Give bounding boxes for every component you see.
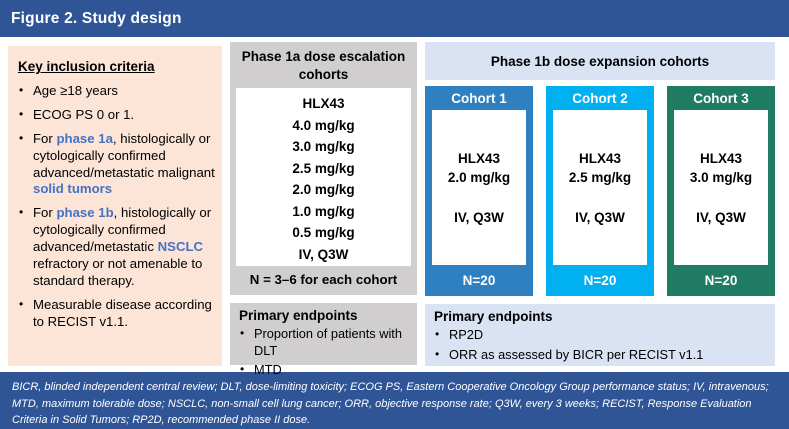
cohort-schedule: IV, Q3W bbox=[454, 209, 504, 225]
cohort-body: HLX43 3.0 mg/kg IV, Q3W bbox=[667, 110, 775, 265]
phase1b-endpoint: • ORR as assessed by BICR per RECIST v1.1 bbox=[434, 347, 766, 364]
cohorts-row: Cohort 1 HLX43 2.0 mg/kg IV, Q3W N=20 Cohort … bbox=[425, 86, 775, 296]
phase1a-endpoint-text: Proportion of patients with DLT bbox=[254, 326, 402, 358]
text-segment: , histologically or cytologically confir… bbox=[33, 130, 215, 180]
text-segment: ECOG PS 0 or 1. bbox=[33, 106, 135, 122]
phase1a-column: Phase 1a dose escalation cohorts HLX43 4… bbox=[230, 42, 417, 377]
bullet-marker: • bbox=[240, 326, 245, 340]
dose-level: 3.0 mg/kg bbox=[292, 139, 355, 155]
cohort-n-badge: N=20 bbox=[546, 265, 654, 296]
cohort-column-2: Cohort 2 HLX43 2.5 mg/kg IV, Q3W N=20 bbox=[546, 86, 654, 296]
cohort-drug-name: HLX43 bbox=[699, 151, 743, 167]
dose-level: 2.0 mg/kg bbox=[292, 182, 355, 198]
accent-text: phase 1a bbox=[56, 130, 113, 146]
cohort-size-note: N = 3–6 for each cohort bbox=[249, 272, 398, 288]
dose-schedule: IV, Q3W bbox=[298, 246, 349, 262]
inclusion-bullet: • Measurable disease according to RECIST … bbox=[18, 297, 215, 331]
inclusion-heading: Key inclusion criteria bbox=[18, 59, 155, 74]
accent-text: solid tumors bbox=[33, 181, 113, 197]
footnote-text: BICR, blinded independent central review… bbox=[12, 381, 769, 426]
inclusion-bullet-text: ECOG PS 0 or 1. bbox=[33, 107, 215, 124]
phase1b-endpoints-box: Primary endpoints • RP2D • ORR as assessed … bbox=[425, 304, 775, 366]
bullet-marker: • bbox=[435, 346, 440, 361]
phase1b-endpoints-list: • RP2D • ORR as assessed by BICR per RECIST… bbox=[434, 327, 766, 363]
cohort-dose: 3.0 mg/kg bbox=[689, 170, 753, 185]
dose-level: 0.5 mg/kg bbox=[292, 225, 355, 241]
phase1a-endpoints-list: • Proportion of patients with DLT • MTD bbox=[239, 326, 408, 379]
cohort-n-badge: N=20 bbox=[667, 265, 775, 296]
inclusion-bullet-text: Age ≥18 years bbox=[33, 83, 215, 100]
phase1b-endpoint-text: ORR as assessed by BICR per RECIST v1.1 bbox=[449, 346, 704, 362]
cohort-n-badge: N=20 bbox=[425, 265, 533, 296]
phase1a-panel: Phase 1a dose escalation cohorts HLX43 4… bbox=[230, 42, 417, 295]
cohort-header: Cohort 3 bbox=[667, 86, 775, 110]
bullet-marker: • bbox=[19, 130, 24, 145]
bullet-marker: • bbox=[19, 106, 24, 121]
phase1b-endpoints-heading: Primary endpoints bbox=[434, 309, 553, 324]
bullet-marker: • bbox=[19, 83, 24, 97]
cohort-column-1: Cohort 1 HLX43 2.0 mg/kg IV, Q3W N=20 bbox=[425, 86, 533, 296]
cohort-dose-group: HLX43 2.5 mg/kg bbox=[569, 150, 631, 188]
inclusion-bullet: • For phase 1b, histologically or cytolog… bbox=[18, 205, 215, 289]
inclusion-bullet: • For phase 1a, histologically or cytolog… bbox=[18, 131, 215, 199]
cohort-dose: 2.0 mg/kg bbox=[447, 170, 511, 185]
text-segment: refractory or not amenable to standard t… bbox=[33, 256, 203, 288]
cohort-dose-group: HLX43 3.0 mg/kg bbox=[690, 150, 752, 188]
text-segment: Measurable disease according to RECIST v… bbox=[33, 296, 212, 329]
bullet-marker: • bbox=[19, 205, 24, 220]
accent-text: phase 1b bbox=[56, 205, 114, 221]
phase1b-column: Phase 1b dose expansion cohorts Cohort 1… bbox=[425, 42, 775, 366]
inclusion-bullet: • ECOG PS 0 or 1. bbox=[18, 107, 215, 124]
phase1a-header: Phase 1a dose escalation cohorts bbox=[241, 49, 406, 82]
dose-escalation-box: HLX43 4.0 mg/kg 3.0 mg/kg 2.5 mg/kg 2.0 mg/… bbox=[236, 88, 411, 267]
inclusion-bullet-text: For phase 1b, histologically or cytologi… bbox=[33, 205, 215, 289]
cohort-body: HLX43 2.5 mg/kg IV, Q3W bbox=[546, 110, 654, 265]
phase1a-endpoint-text: MTD bbox=[254, 362, 282, 378]
text-segment: For bbox=[33, 205, 57, 221]
bullet-marker: • bbox=[19, 296, 24, 311]
figure-content: Key inclusion criteria • Age ≥18 years • EC… bbox=[0, 37, 789, 377]
phase1a-endpoints-box: Primary endpoints • Proportion of patient… bbox=[230, 303, 417, 377]
cohort-dose: 2.5 mg/kg bbox=[568, 170, 632, 185]
inclusion-list: • Age ≥18 years • ECOG PS 0 or 1. • For phase… bbox=[18, 83, 215, 331]
cohort-header: Cohort 1 bbox=[425, 86, 533, 110]
inclusion-bullet-text: For phase 1a, histologically or cytologi… bbox=[33, 131, 215, 199]
text-segment: Age ≥18 years bbox=[33, 83, 118, 98]
dose-level: 2.5 mg/kg bbox=[292, 160, 355, 176]
bullet-marker: • bbox=[240, 362, 245, 377]
inclusion-criteria-panel: Key inclusion criteria • Age ≥18 years • EC… bbox=[8, 46, 222, 366]
cohort-body: HLX43 2.0 mg/kg IV, Q3W bbox=[425, 110, 533, 265]
phase1b-header: Phase 1b dose expansion cohorts bbox=[425, 42, 775, 80]
phase1a-endpoint: • Proportion of patients with DLT bbox=[239, 326, 408, 359]
bullet-marker: • bbox=[435, 327, 440, 341]
phase1b-endpoint: • RP2D bbox=[434, 327, 766, 344]
footnote-bar: BICR, blinded independent central review… bbox=[0, 372, 789, 429]
accent-text: NSCLC bbox=[157, 239, 204, 255]
figure-title-bar: Figure 2. Study design bbox=[0, 0, 789, 37]
text-segment: , histologically or cytologically confir… bbox=[33, 205, 212, 255]
cohort-drug-name: HLX43 bbox=[578, 151, 622, 167]
phase1a-endpoints-heading: Primary endpoints bbox=[239, 308, 358, 323]
text-segment: For bbox=[33, 130, 57, 146]
cohort-schedule: IV, Q3W bbox=[575, 209, 625, 225]
cohort-header: Cohort 2 bbox=[546, 86, 654, 110]
cohort-column-3: Cohort 3 HLX43 3.0 mg/kg IV, Q3W N=20 bbox=[667, 86, 775, 296]
cohort-drug-name: HLX43 bbox=[457, 151, 501, 167]
dose-level: 4.0 mg/kg bbox=[292, 117, 355, 133]
inclusion-bullet: • Age ≥18 years bbox=[18, 83, 215, 100]
figure-title: Figure 2. Study design bbox=[11, 9, 182, 27]
dose-level: 1.0 mg/kg bbox=[292, 203, 355, 219]
inclusion-bullet-text: Measurable disease according to RECIST v… bbox=[33, 297, 215, 331]
phase1b-endpoint-text: RP2D bbox=[449, 327, 484, 342]
dose-list: 4.0 mg/kg 3.0 mg/kg 2.5 mg/kg 2.0 mg/kg 1.0 … bbox=[236, 115, 411, 244]
cohort-dose-group: HLX43 2.0 mg/kg bbox=[448, 150, 510, 188]
drug-name: HLX43 bbox=[302, 96, 345, 112]
cohort-schedule: IV, Q3W bbox=[696, 209, 746, 225]
phase1a-endpoint: • MTD bbox=[239, 362, 408, 379]
